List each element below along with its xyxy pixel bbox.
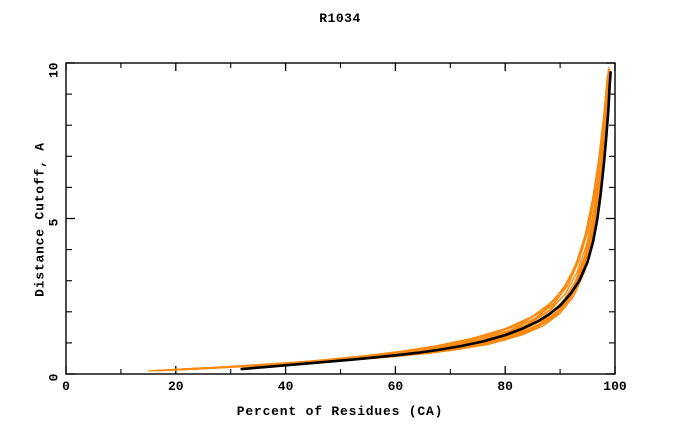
series-line xyxy=(284,67,610,364)
x-tick-label: 100 xyxy=(603,379,627,394)
y-tick-label: 0 xyxy=(46,373,62,382)
plot-frame xyxy=(65,62,616,375)
series-line xyxy=(219,84,610,368)
y-tick-label: 5 xyxy=(46,218,62,226)
x-tick-label: 0 xyxy=(62,379,70,394)
series-line xyxy=(263,76,608,366)
series-line xyxy=(202,99,608,369)
series-line xyxy=(273,74,608,365)
reference-series-line xyxy=(240,71,612,371)
series-line xyxy=(252,68,610,367)
series-layer xyxy=(147,67,611,372)
x-tick-label: 40 xyxy=(277,379,294,394)
series-line xyxy=(197,102,608,370)
x-tick-label: 80 xyxy=(497,379,513,394)
x-axis-title: Percent of Residues (CA) xyxy=(236,404,444,419)
reference-curve-layer xyxy=(240,71,612,371)
series-line xyxy=(230,81,609,368)
series-line xyxy=(224,79,610,368)
series-line xyxy=(208,93,609,369)
series-line xyxy=(153,87,609,372)
series-line xyxy=(241,70,610,367)
x-tick-label: 20 xyxy=(167,379,184,394)
y-axis-title: Distance Cutoff, A xyxy=(32,142,48,297)
page-title: R1034 xyxy=(319,11,361,26)
y-tick-label: 10 xyxy=(46,62,62,79)
series-line xyxy=(213,87,609,369)
x-tick-label: 60 xyxy=(387,379,404,394)
